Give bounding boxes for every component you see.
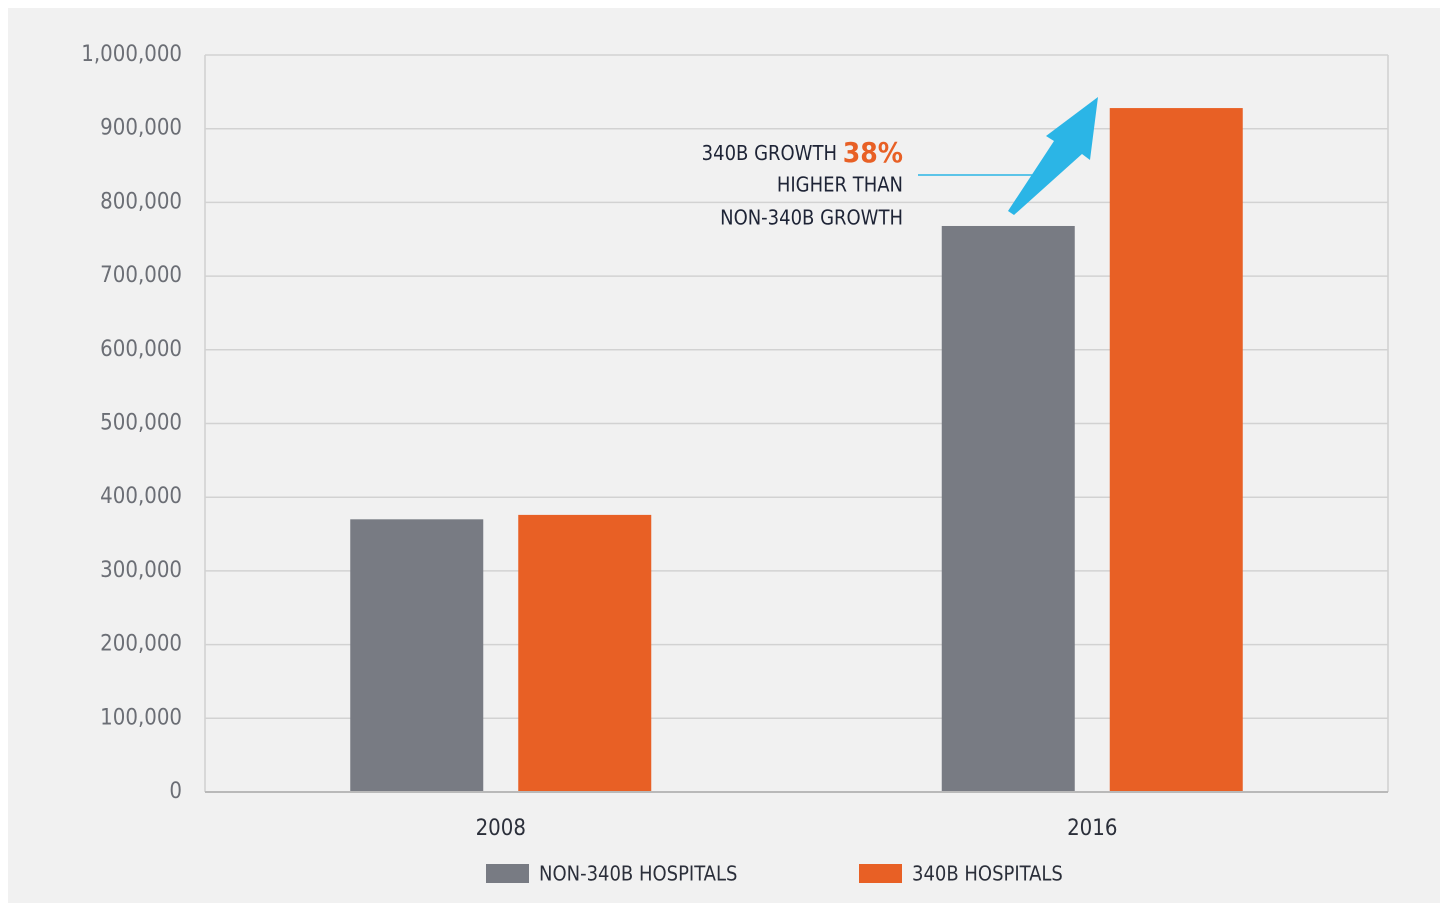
annotation-text: 340B GROWTH [702, 141, 843, 165]
y-tick-label: 300,000 [100, 558, 182, 583]
bar [518, 514, 652, 792]
annotation-arrow [1008, 97, 1098, 215]
y-tick-label: 200,000 [100, 632, 182, 657]
legend-swatch [859, 864, 902, 883]
y-tick-label: 100,000 [100, 705, 182, 730]
bars [350, 108, 1243, 792]
bar [1109, 108, 1243, 792]
y-tick-label: 900,000 [100, 116, 182, 141]
y-tick-label: 0 [169, 779, 182, 804]
y-tick-label: 1,000,000 [81, 42, 182, 67]
y-tick-label: 600,000 [100, 337, 182, 362]
x-tick-label: 2008 [476, 816, 526, 841]
annotation-highlight: 38% [843, 136, 903, 169]
y-tick-label: 500,000 [100, 411, 182, 436]
annotation-line-1: 340B GROWTH 38% [702, 136, 903, 169]
bar [941, 225, 1075, 792]
legend-swatch [486, 864, 529, 883]
y-tick-label: 800,000 [100, 189, 182, 214]
annotation-text: HIGHER THAN [777, 173, 903, 197]
x-tick-label: 2016 [1067, 816, 1117, 841]
annotation-text: NON-340B GROWTH [720, 206, 903, 230]
legend-label: 340B HOSPITALS [912, 862, 1063, 886]
y-tick-label: 700,000 [100, 263, 182, 288]
legend-label: NON-340B HOSPITALS [539, 862, 737, 886]
y-tick-label: 400,000 [100, 484, 182, 509]
bar [350, 519, 484, 792]
legend: NON-340B HOSPITALS 340B HOSPITALS [486, 862, 1063, 886]
